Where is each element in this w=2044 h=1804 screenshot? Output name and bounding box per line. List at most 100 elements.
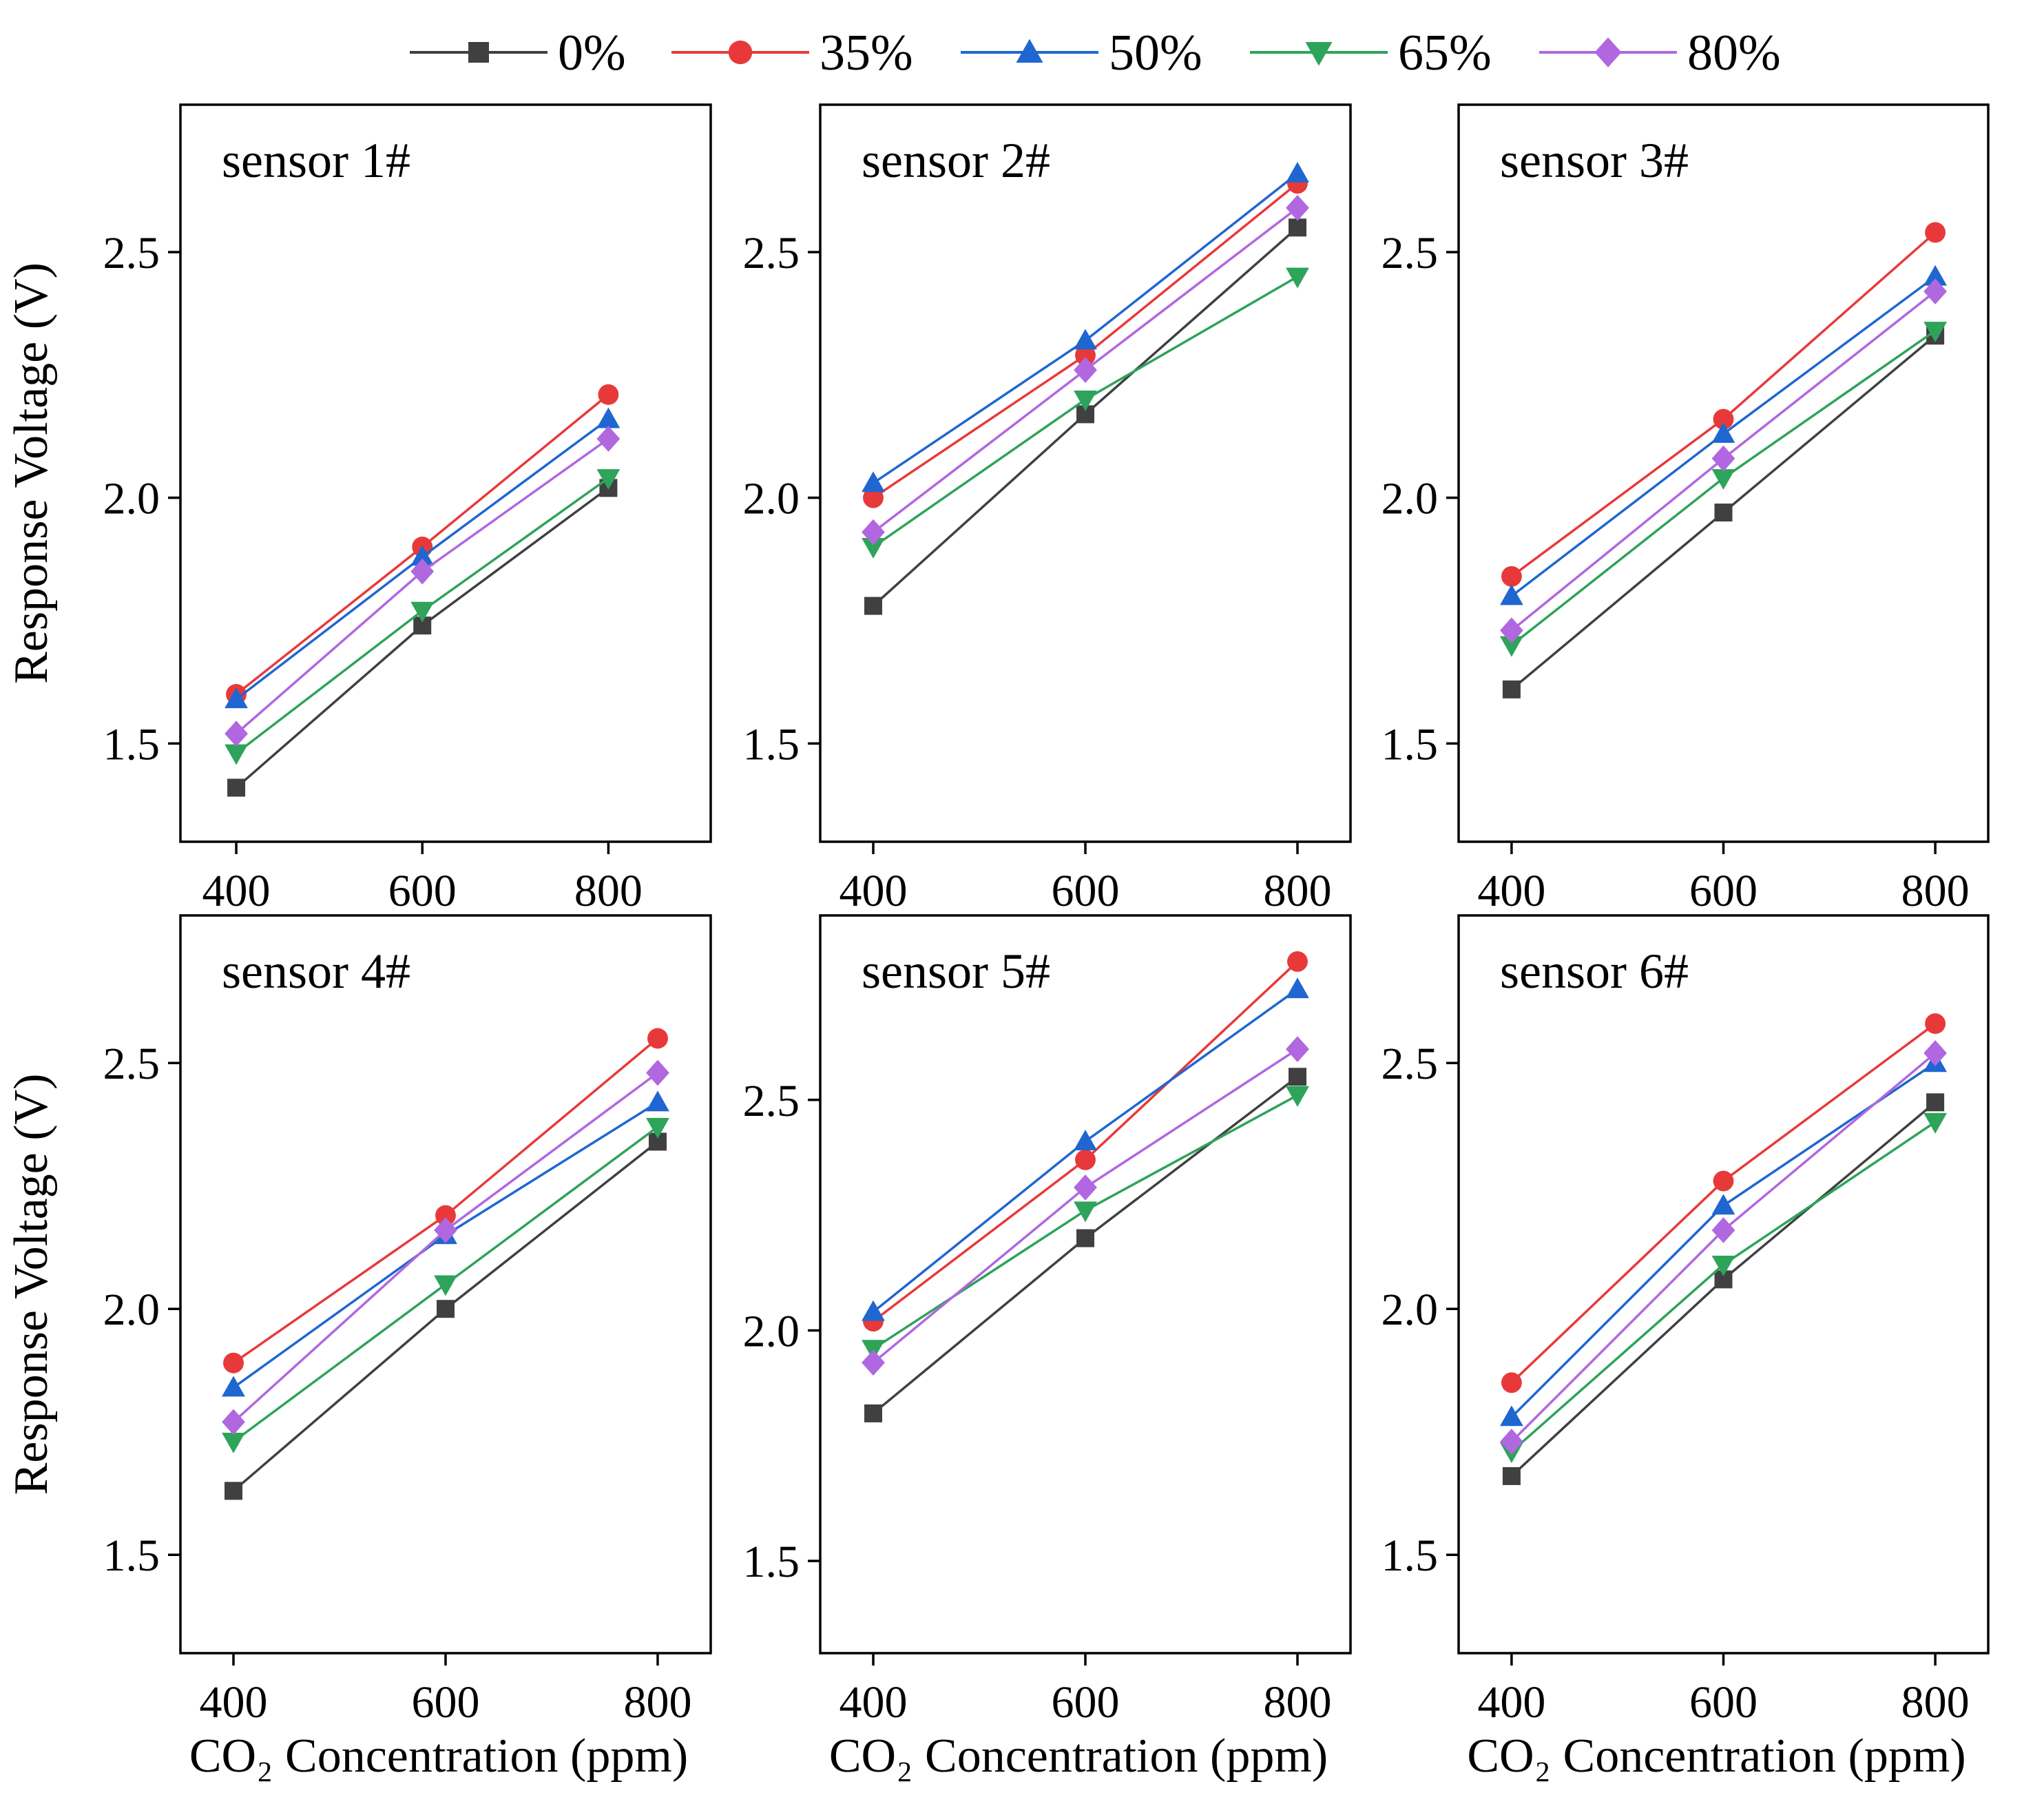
data-point [1713,1170,1734,1192]
data-point [1289,218,1306,237]
x-tick-label: 600 [388,866,457,916]
y-tick-label: 1.5 [1381,1531,1439,1581]
data-point [1286,1036,1309,1062]
data-point [1287,951,1308,972]
data-point [1074,1174,1097,1201]
data-point [1502,1466,1521,1485]
series-line [1510,1101,1937,1478]
data-point [862,471,885,493]
series-80pct [1500,278,1947,644]
x-tick-label: 800 [1264,866,1332,916]
data-point [1074,329,1097,350]
data-point [1925,1013,1946,1035]
legend-label: 35% [820,25,913,81]
data-point [1075,1149,1096,1170]
panel-title: sensor 2# [862,133,1050,188]
x-tick-label: 800 [574,866,643,916]
data-point [410,601,435,623]
data-point [1286,1086,1309,1107]
series-50pct [222,1090,669,1397]
x-tick-label: 400 [202,866,271,916]
y-axis-title: Response Voltage (V) [5,262,58,684]
data-point [437,1300,455,1318]
data-point [1923,1040,1947,1066]
data-point [222,1376,245,1397]
data-point [646,1059,669,1086]
x-tick-label: 600 [412,1677,480,1728]
data-point [1926,1093,1945,1112]
data-point [1714,504,1733,522]
data-point [1923,265,1947,286]
series-65pct [222,1118,669,1453]
series-35pct [863,173,1308,508]
data-point [864,1404,882,1422]
y-tick-label: 2.5 [103,1039,160,1089]
data-point [1711,422,1735,443]
data-point [1711,1255,1735,1276]
data-point [1500,1405,1523,1427]
data-point [1923,322,1947,343]
series-line [232,1072,659,1423]
data-point [222,1409,245,1435]
data-point [410,558,435,585]
data-point [1074,357,1097,384]
series-0pct [227,479,618,797]
y-tick-label: 2.0 [1381,1285,1439,1335]
data-point [1076,1229,1094,1247]
y-tick-label: 2.0 [1381,474,1439,524]
data-point [1923,1112,1947,1134]
x-tick-label: 400 [1477,1677,1545,1728]
data-point [434,1275,457,1296]
x-tick-label: 800 [1264,1677,1332,1728]
series-80pct [225,426,620,747]
data-point [223,1352,244,1373]
legend-marker [1594,37,1622,68]
series-80pct [1500,1040,1947,1455]
x-tick-label: 400 [840,866,908,916]
series-65pct [862,1086,1309,1361]
panel-title: sensor 5# [862,944,1050,999]
x-tick-label: 600 [1052,866,1120,916]
series-50pct [862,161,1309,493]
data-point [1711,1217,1735,1243]
legend-entry: 50% [961,25,1202,81]
y-tick-label: 1.5 [103,1531,160,1581]
series-65pct [225,469,620,765]
data-point [1711,1194,1735,1215]
series-65pct [1500,322,1947,657]
series-line [235,437,609,735]
legend-label: 50% [1109,25,1202,81]
series-0pct [1502,1093,1945,1485]
legend-entry: 0% [410,25,626,81]
y-tick-label: 2.5 [1381,228,1439,278]
x-tick-label: 800 [624,1677,692,1728]
legend-entry: 80% [1539,25,1781,81]
series-80pct [862,1036,1309,1376]
series-line [873,172,1299,484]
panel-title: sensor 4# [222,944,410,999]
series-80pct [222,1059,669,1435]
data-point [862,519,885,546]
x-tick-label: 400 [200,1677,268,1728]
chart-panel: 1.5 2.0 2.5 400 600 800 sensor 2# [743,103,1352,916]
chart-panel: 1.5 2.0 2.5 400 600 800 sensor 4# Response Volt… [5,914,712,1783]
x-tick-label: 600 [1689,866,1758,916]
y-tick-label: 2.5 [1381,1039,1439,1089]
data-point [1286,977,1309,999]
y-tick-label: 2.5 [743,1076,800,1126]
data-point [596,407,620,428]
data-point [1501,1372,1522,1393]
y-tick-label: 2.5 [103,228,160,278]
legend-marker [1016,39,1043,63]
series-35pct [223,1028,668,1373]
x-tick-label: 800 [1901,1677,1970,1728]
x-tick-label: 400 [840,1677,908,1728]
y-tick-label: 1.5 [743,1537,800,1587]
panel-title: sensor 3# [1500,133,1689,188]
y-tick-label: 2.0 [103,474,160,524]
data-point [1711,469,1735,490]
y-axis-title: Response Voltage (V) [5,1074,58,1495]
x-tick-label: 800 [1901,866,1970,916]
series-0pct [864,218,1306,615]
